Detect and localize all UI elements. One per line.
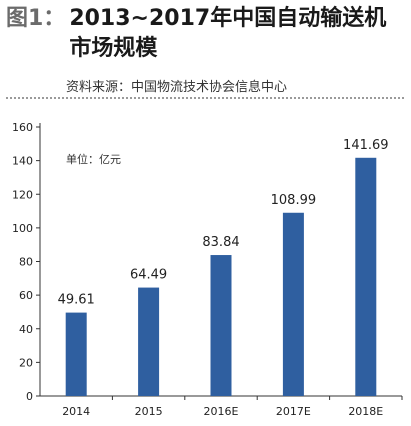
data-label: 83.84 (202, 235, 239, 250)
bar-series: 49.61 64.49 83.84 108.99 141.69 (58, 138, 389, 396)
data-label: 108.99 (271, 193, 317, 208)
y-tick-label: 20 (19, 356, 33, 369)
chart-title: 2013~2017年中国自动输送机市场规模 (69, 6, 387, 61)
y-tick-label: 60 (19, 289, 33, 302)
bar (210, 255, 232, 396)
figure-label: 图1： (6, 6, 66, 31)
y-tick-label: 140 (12, 155, 33, 168)
bar (355, 157, 377, 396)
y-tick-label: 160 (12, 121, 33, 134)
header-divider (6, 97, 404, 99)
y-tick-label: 40 (19, 323, 33, 336)
bar (282, 212, 304, 396)
y-axis: 0 20 40 60 80 100 120 140 160 (12, 121, 41, 403)
figure-header: 图1： 2013~2017年中国自动输送机市场规模 (6, 4, 406, 64)
y-tick-label: 100 (12, 222, 33, 235)
x-tick-label: 2014 (62, 405, 90, 418)
data-label: 141.69 (343, 138, 389, 153)
x-axis: 2014 2015 2016E 2017E 2018E (40, 395, 403, 418)
x-tick-label: 2015 (135, 405, 163, 418)
bar (138, 287, 160, 396)
bar (65, 312, 87, 396)
y-tick-label: 120 (12, 188, 33, 201)
x-tick-label: 2017E (276, 405, 311, 418)
data-label: 49.61 (58, 293, 95, 308)
source-note: 资料来源：中国物流技术协会信息中心 (66, 80, 288, 95)
unit-note: 单位：亿元 (66, 152, 121, 166)
y-tick-label: 0 (26, 390, 33, 403)
data-label: 64.49 (130, 268, 167, 283)
x-tick-label: 2016E (204, 405, 239, 418)
x-tick-label: 2018E (348, 405, 383, 418)
y-tick-label: 80 (19, 256, 33, 269)
